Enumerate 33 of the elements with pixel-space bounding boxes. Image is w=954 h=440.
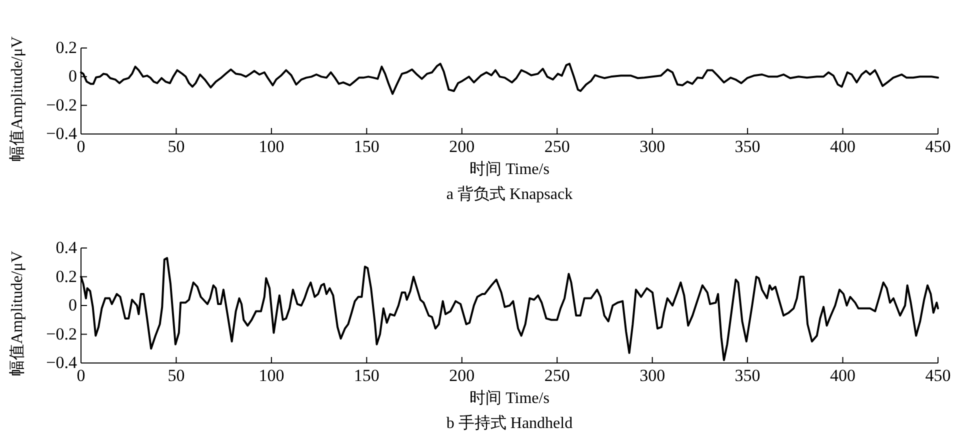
x-tick-label: 100 [258,137,284,156]
x-tick-label: 100 [258,366,284,385]
x-tick-label: 450 [925,366,951,385]
y-tick-label: 0 [68,296,77,314]
y-axis-title: 幅值Amplitude/μV [9,250,26,376]
y-tick-label: 0.2 [56,38,77,57]
x-axis-title: 时间 Time/s [470,160,550,178]
x-tick-label: 350 [734,366,760,385]
x-tick-label: 450 [925,137,951,156]
x-tick-label: 200 [449,137,475,156]
x-tick-label: 400 [830,366,856,385]
y-axis-title: 幅值Amplitude/μV [9,36,26,162]
x-tick-label: 400 [830,137,856,156]
x-tick-label: 50 [168,366,185,385]
text: a 背负式 Knapsack [446,185,573,203]
x-tick-label: 250 [544,366,570,385]
x-tick-label: 50 [168,137,185,156]
x-tick-label: 250 [544,137,570,156]
text: b 手持式 Handheld [446,414,573,432]
y-tick-label: −0.2 [46,95,77,114]
x-axis-title: 时间 Time/s [470,389,550,407]
y-tick-label: 0.4 [56,238,78,257]
x-tick-label: 200 [449,366,475,385]
y-tick-label: −0.4 [46,353,78,372]
y-tick-label: −0.2 [46,324,77,344]
x-tick-label: 150 [354,366,380,385]
y-tick-label: −0.4 [46,124,78,143]
x-tick-label: 300 [640,366,666,385]
y-tick-label: 0.2 [56,266,77,286]
x-tick-label: 300 [640,137,666,156]
x-tick-label: 350 [734,137,760,156]
x-tick-label: 150 [354,137,380,156]
y-tick-label: 0 [68,66,77,86]
